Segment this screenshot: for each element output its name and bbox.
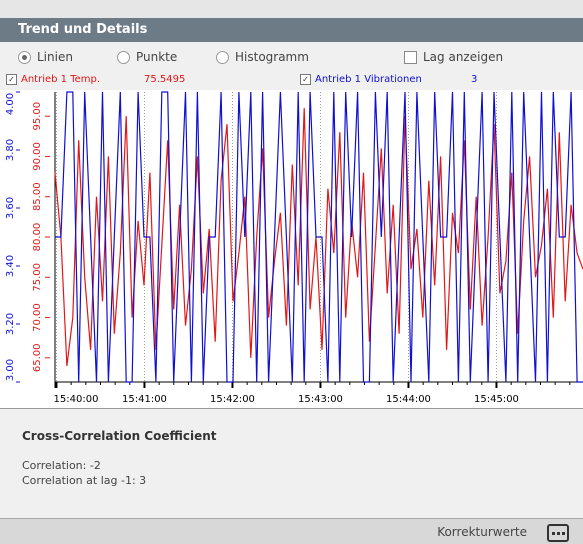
y2-tick-label: 3.80 [5, 139, 16, 161]
panel-title: Trend und Details [0, 18, 583, 42]
x-tick-label: 15:42:00 [210, 394, 255, 405]
lag-option[interactable]: Lag anzeigen [404, 50, 503, 64]
radio-dot [22, 54, 27, 60]
x-tick-label: 15:43:00 [298, 394, 343, 405]
legend-item[interactable]: ✓ Antrieb 1 Vibrationen [300, 74, 422, 85]
y-tick-label: 90.00 [32, 142, 43, 171]
legend-label: Antrieb 1 Vibrationen [315, 74, 422, 85]
y2-tick-label: 3.40 [5, 255, 16, 277]
radio-option[interactable]: Punkte [117, 50, 177, 64]
result-line: Correlation: -2 [22, 459, 101, 472]
x-tick-label: 15:40:00 [54, 394, 99, 405]
radio-option[interactable]: Histogramm [216, 50, 309, 64]
results-panel: Cross-Correlation Coefficient Correlatio… [0, 408, 583, 519]
legend-item[interactable]: ✓ Antrieb 1 Temp. [6, 74, 100, 85]
legend-value: 75.5495 [144, 74, 186, 85]
y-tick-label: 95.00 [32, 102, 43, 131]
checkbox[interactable] [404, 50, 417, 64]
radio-option[interactable]: Linien [18, 50, 73, 64]
legend-label: Antrieb 1 Temp. [21, 74, 101, 85]
y2-tick-label: 3.60 [5, 197, 16, 219]
radio[interactable] [18, 50, 31, 64]
y2-tick-label: 4.00 [5, 93, 16, 115]
y-tick-label: 70.00 [32, 303, 43, 332]
checkbox[interactable]: ✓ [6, 74, 17, 85]
x-tick-label: 15:45:00 [474, 394, 519, 405]
y-tick-label: 80.00 [32, 223, 43, 252]
x-tick-label: 15:44:00 [386, 394, 431, 405]
radio-label: Punkte [136, 50, 178, 64]
checkbox[interactable]: ✓ [300, 74, 311, 85]
footer-label: Korrekturwerte [437, 525, 527, 539]
chart: 15:40:00 15:41:00 15:42:00 15:43:00 15:44:00… [0, 90, 583, 408]
y2-tick-label: 3.00 [5, 359, 16, 381]
y-tick-label: 85.00 [32, 182, 43, 211]
footer: Korrekturwerte [0, 518, 583, 544]
y-tick-label: 65.00 [32, 344, 43, 373]
radio[interactable] [117, 50, 130, 64]
y2-tick-label: 3.20 [5, 313, 16, 335]
radio-label: Histogramm [235, 50, 309, 64]
radio-label: Linien [37, 50, 73, 64]
y-tick-label: 75.00 [32, 263, 43, 292]
top-strip [0, 0, 583, 19]
results-title: Cross-Correlation Coefficient [22, 429, 217, 443]
radio[interactable] [216, 50, 229, 64]
series-line [54, 108, 583, 366]
legend-value: 3 [471, 74, 478, 85]
series-line [55, 91, 583, 383]
more-button[interactable] [547, 524, 569, 542]
lag-label: Lag anzeigen [423, 50, 504, 64]
result-line: Correlation at lag -1: 3 [22, 474, 147, 487]
x-tick-label: 15:41:00 [122, 394, 167, 405]
